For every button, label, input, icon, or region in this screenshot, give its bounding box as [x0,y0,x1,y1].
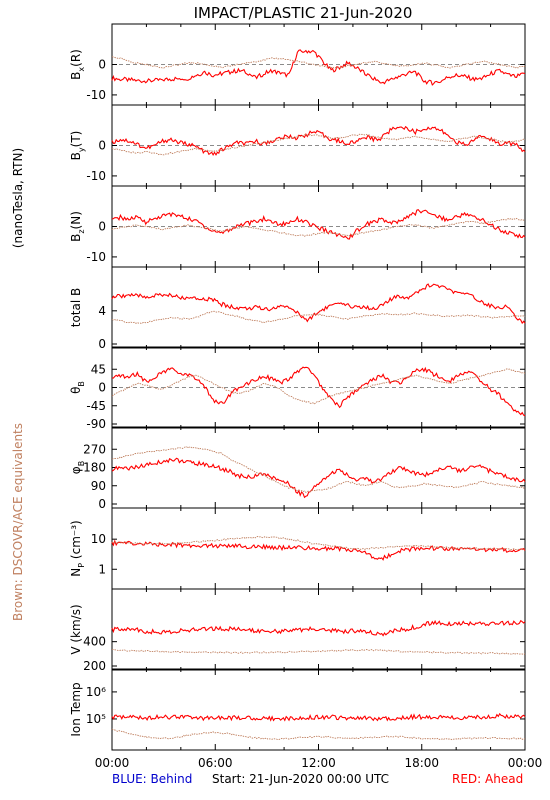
series-line-ahead [111,49,526,86]
series-line-ahead [111,457,526,499]
x-tick-label: 12:00 [301,756,336,770]
series-line-brown [111,368,526,405]
series-line-ahead [111,209,526,240]
units-label: (nanoTesla, RTN) [11,148,25,248]
y-tick-label: 0 [98,139,106,153]
series-line-brown [112,648,526,655]
series-line-brown [111,133,526,156]
y-axis-label: By(T) [69,131,86,161]
x-tick-labels: 00:00 06:00 12:00 18:00 00:00 [95,756,543,770]
y-tick-label: 10⁶ [86,685,106,699]
panel-frame [111,668,526,751]
panel-np: 10 1 NP (cm⁻³) [69,507,526,590]
panel-phi: 270 180 90 0 φB [69,426,526,511]
y-axis-label: φB [69,461,86,474]
y-tick-label: -90 [86,417,106,431]
y-tick-label: -10 [86,88,106,102]
y-tick-label: 400 [83,635,106,649]
series-line-ahead [111,283,526,325]
y-tick-label: 10⁵ [86,712,106,726]
y-axis-label: total B [69,288,83,328]
panel-frame [111,266,526,349]
y-tick-label: 4 [98,304,106,318]
y-tick-label: 0 [98,381,106,395]
panel-btotal: 4 0 total B [69,266,526,351]
series-line-brown [111,310,526,324]
series-line-ahead [111,125,526,157]
y-tick-label: 45 [91,362,106,376]
y-tick-label: 0 [98,58,106,72]
panel-theta: 45 0 -45 -90 θB [69,346,526,431]
x-tick-label: 00:00 [95,756,130,770]
behind-label: BLUE: Behind [112,772,192,786]
series-line-ahead [111,619,526,637]
x-tick-label: 00:00 [508,756,543,770]
y-tick-label: 270 [83,442,106,456]
panel-frame [111,588,526,671]
chart-title: IMPACT/PLASTIC 21-Jun-2020 [194,4,413,22]
series-line-ahead [111,712,526,722]
y-tick-label: 1 [98,562,106,576]
y-tick-label: 90 [91,479,106,493]
y-axis-label: NP (cm⁻³) [69,520,86,576]
y-axis-label: V (km/s) [69,604,83,654]
y-tick-label: -10 [86,250,106,264]
x-tick-label: 06:00 [198,756,233,770]
y-tick-label: 0 [98,497,106,511]
y-tick-label: 0 [98,337,106,351]
series-line-brown [111,446,526,493]
y-axis-label: Bz(N) [69,211,86,242]
y-tick-label: -10 [86,169,106,183]
start-label: Start: 21-Jun-2020 00:00 UTC [212,772,389,786]
y-axis-label: θB [69,381,86,394]
y-tick-label: 0 [98,220,106,234]
series-line-brown [111,728,526,741]
y-axis-label: Ion Temp [69,682,83,736]
series-line-brown [111,535,526,551]
series-line-brown [111,217,526,237]
y-tick-label: 200 [83,659,106,673]
y-tick-label: 10 [91,532,106,546]
panel-frame [111,426,526,509]
y-axis-label: Bx(R) [69,49,86,80]
brown-note-label: Brown: DSCOVR/ACE equivalents [11,423,25,621]
series-line-ahead [111,539,526,561]
y-tick-label: 180 [83,461,106,475]
x-tick-label: 18:00 [404,756,439,770]
series-line-brown [111,56,526,69]
ahead-label: RED: Ahead [452,772,523,786]
y-tick-label: -45 [86,399,106,413]
series-line-ahead [111,366,526,417]
